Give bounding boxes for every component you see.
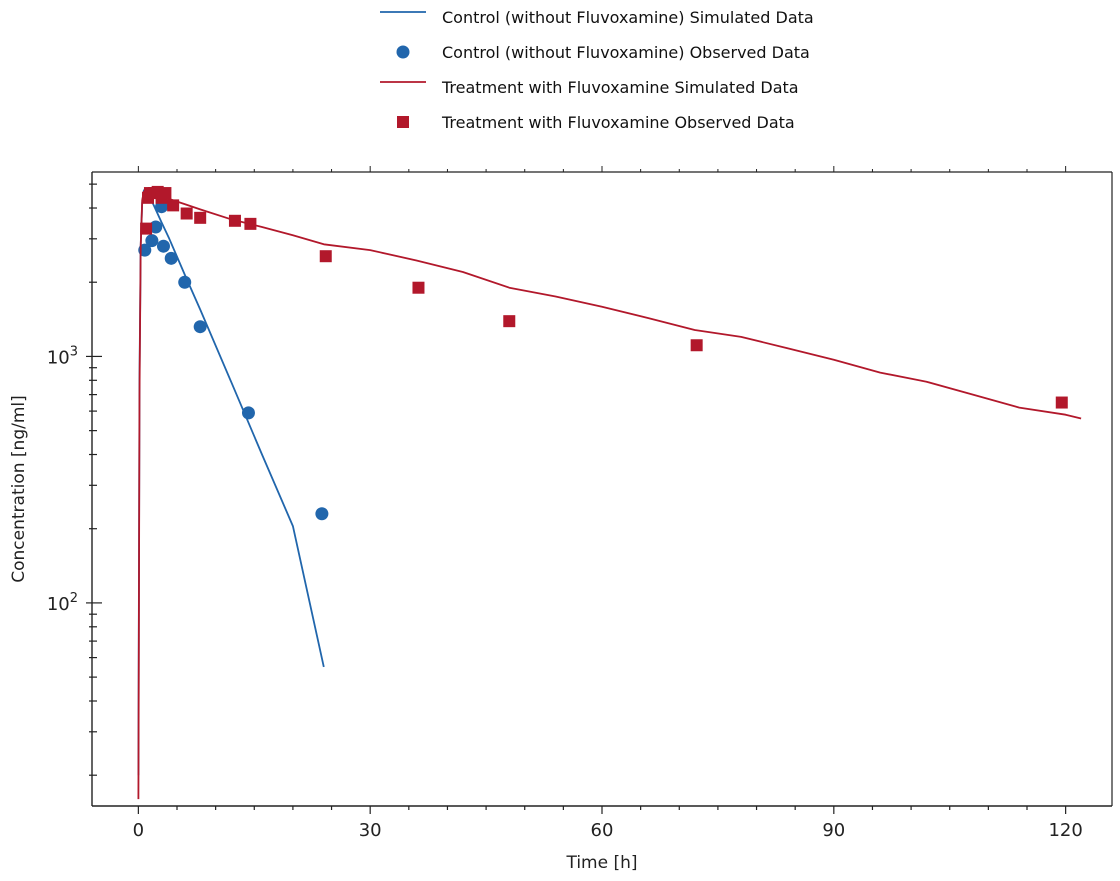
x-tick-label: 60 <box>591 820 614 841</box>
data-point <box>167 199 180 212</box>
chart-legend: Control (without Fluvoxamine) Simulated … <box>380 8 814 132</box>
data-point <box>159 187 172 200</box>
data-point <box>164 251 178 265</box>
data-point <box>145 234 159 248</box>
data-point <box>180 207 193 220</box>
series-control-without-fluvoxamine-observed-data <box>138 200 329 521</box>
series-layer <box>137 185 1082 800</box>
y-tick-label: 102 <box>47 591 78 615</box>
legend-marker-swatch <box>397 116 409 128</box>
legend-item: Control (without Fluvoxamine) Simulated … <box>380 8 814 27</box>
x-tick-label: 0 <box>133 820 144 841</box>
data-point <box>149 220 163 234</box>
data-point <box>140 222 153 235</box>
y-tick-label: 103 <box>47 344 78 368</box>
data-point <box>1055 396 1068 409</box>
data-point <box>244 217 257 230</box>
legend-label: Control (without Fluvoxamine) Observed D… <box>442 43 810 62</box>
y-axis: 102 103 <box>47 183 102 776</box>
data-point <box>178 275 192 289</box>
legend-item: Control (without Fluvoxamine) Observed D… <box>396 43 810 62</box>
x-axis: 0 30 60 90 120 <box>133 166 1083 841</box>
x-axis-title: Time [h] <box>565 853 637 873</box>
data-point <box>156 239 170 253</box>
y-axis-title: Concentration [ng/ml] <box>9 395 29 583</box>
data-point <box>241 406 255 420</box>
data-point <box>503 315 516 328</box>
legend-label: Treatment with Fluvoxamine Observed Data <box>441 113 795 132</box>
plot-frame <box>91 171 1113 807</box>
data-point <box>228 214 241 227</box>
series-line <box>137 187 325 776</box>
x-tick-label: 30 <box>359 820 382 841</box>
data-point <box>412 281 425 294</box>
legend-label: Control (without Fluvoxamine) Simulated … <box>442 8 814 27</box>
data-point <box>690 339 703 352</box>
legend-marker-swatch <box>396 45 410 59</box>
legend-item: Treatment with Fluvoxamine Simulated Dat… <box>380 78 799 97</box>
data-point <box>194 211 207 224</box>
legend-label: Treatment with Fluvoxamine Simulated Dat… <box>441 78 799 97</box>
x-tick-label: 90 <box>822 820 845 841</box>
series-treatment-with-fluvoxamine-observed-data <box>140 185 1068 409</box>
data-point <box>319 250 332 263</box>
data-point <box>193 320 207 334</box>
series-control-without-fluvoxamine-simulated-data <box>137 187 325 776</box>
legend-item: Treatment with Fluvoxamine Observed Data <box>397 113 795 132</box>
data-point <box>315 507 329 521</box>
x-tick-label: 120 <box>1048 820 1082 841</box>
